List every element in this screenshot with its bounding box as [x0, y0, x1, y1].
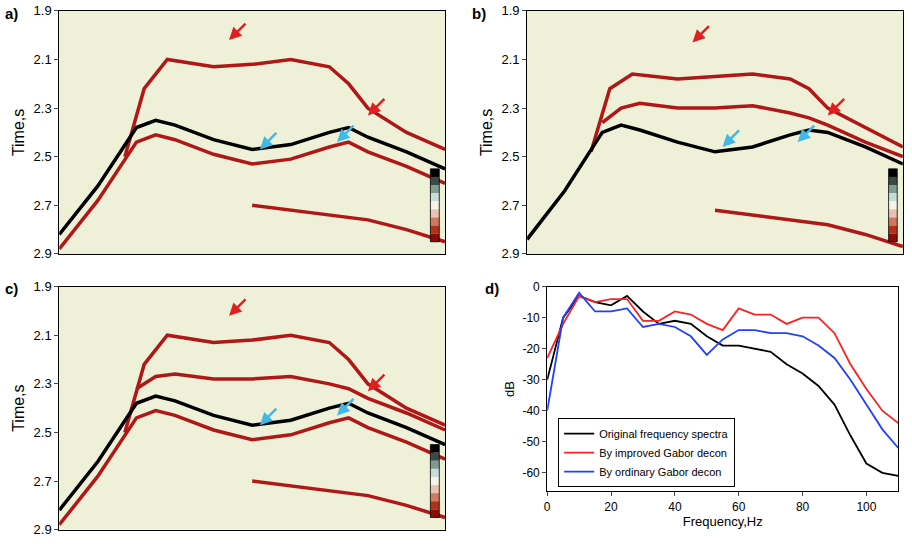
svg-text:1.9: 1.9	[34, 279, 52, 294]
svg-text:2.3: 2.3	[34, 376, 52, 391]
svg-text:By improved Gabor decon: By improved Gabor decon	[599, 447, 727, 459]
svg-text:2.1: 2.1	[34, 328, 52, 343]
svg-text:2.7: 2.7	[34, 198, 52, 213]
svg-text:dB: dB	[502, 381, 517, 397]
svg-text:60: 60	[732, 500, 746, 514]
svg-text:2.9: 2.9	[34, 522, 52, 537]
svg-text:-10: -10	[522, 311, 540, 325]
svg-text:2.9: 2.9	[34, 246, 52, 261]
svg-text:20: 20	[604, 500, 618, 514]
svg-text:80: 80	[796, 500, 810, 514]
svg-text:2.5: 2.5	[501, 149, 519, 164]
svg-text:-20: -20	[522, 342, 540, 356]
svg-text:2.5: 2.5	[34, 425, 52, 440]
svg-text:1.9: 1.9	[501, 3, 519, 18]
svg-text:d): d)	[485, 280, 499, 297]
svg-text:b): b)	[472, 5, 486, 22]
svg-text:-50: -50	[522, 435, 540, 449]
svg-text:By ordinary Gabor decon: By ordinary Gabor decon	[599, 466, 721, 478]
svg-text:2.1: 2.1	[501, 52, 519, 67]
svg-text:2.9: 2.9	[501, 246, 519, 261]
svg-text:-30: -30	[522, 373, 540, 387]
svg-text:Frequency,Hz: Frequency,Hz	[683, 514, 763, 529]
svg-text:100: 100	[856, 500, 876, 514]
svg-text:0: 0	[544, 500, 551, 514]
svg-text:2.7: 2.7	[34, 474, 52, 489]
svg-text:Original frequency spectra: Original frequency spectra	[599, 428, 728, 440]
svg-text:2.7: 2.7	[501, 198, 519, 213]
svg-text:2.3: 2.3	[501, 101, 519, 116]
svg-text:2.5: 2.5	[34, 149, 52, 164]
svg-text:-60: -60	[522, 466, 540, 480]
svg-text:Time,s: Time,s	[11, 384, 28, 431]
svg-text:Time,s: Time,s	[478, 109, 495, 156]
svg-text:a): a)	[5, 5, 18, 22]
svg-text:0: 0	[533, 280, 540, 294]
svg-text:2.1: 2.1	[34, 52, 52, 67]
svg-text:-40: -40	[522, 404, 540, 418]
svg-text:1.9: 1.9	[34, 3, 52, 18]
svg-text:2.3: 2.3	[34, 101, 52, 116]
svg-text:c): c)	[5, 280, 18, 297]
svg-text:40: 40	[668, 500, 682, 514]
svg-text:Time,s: Time,s	[11, 109, 28, 156]
